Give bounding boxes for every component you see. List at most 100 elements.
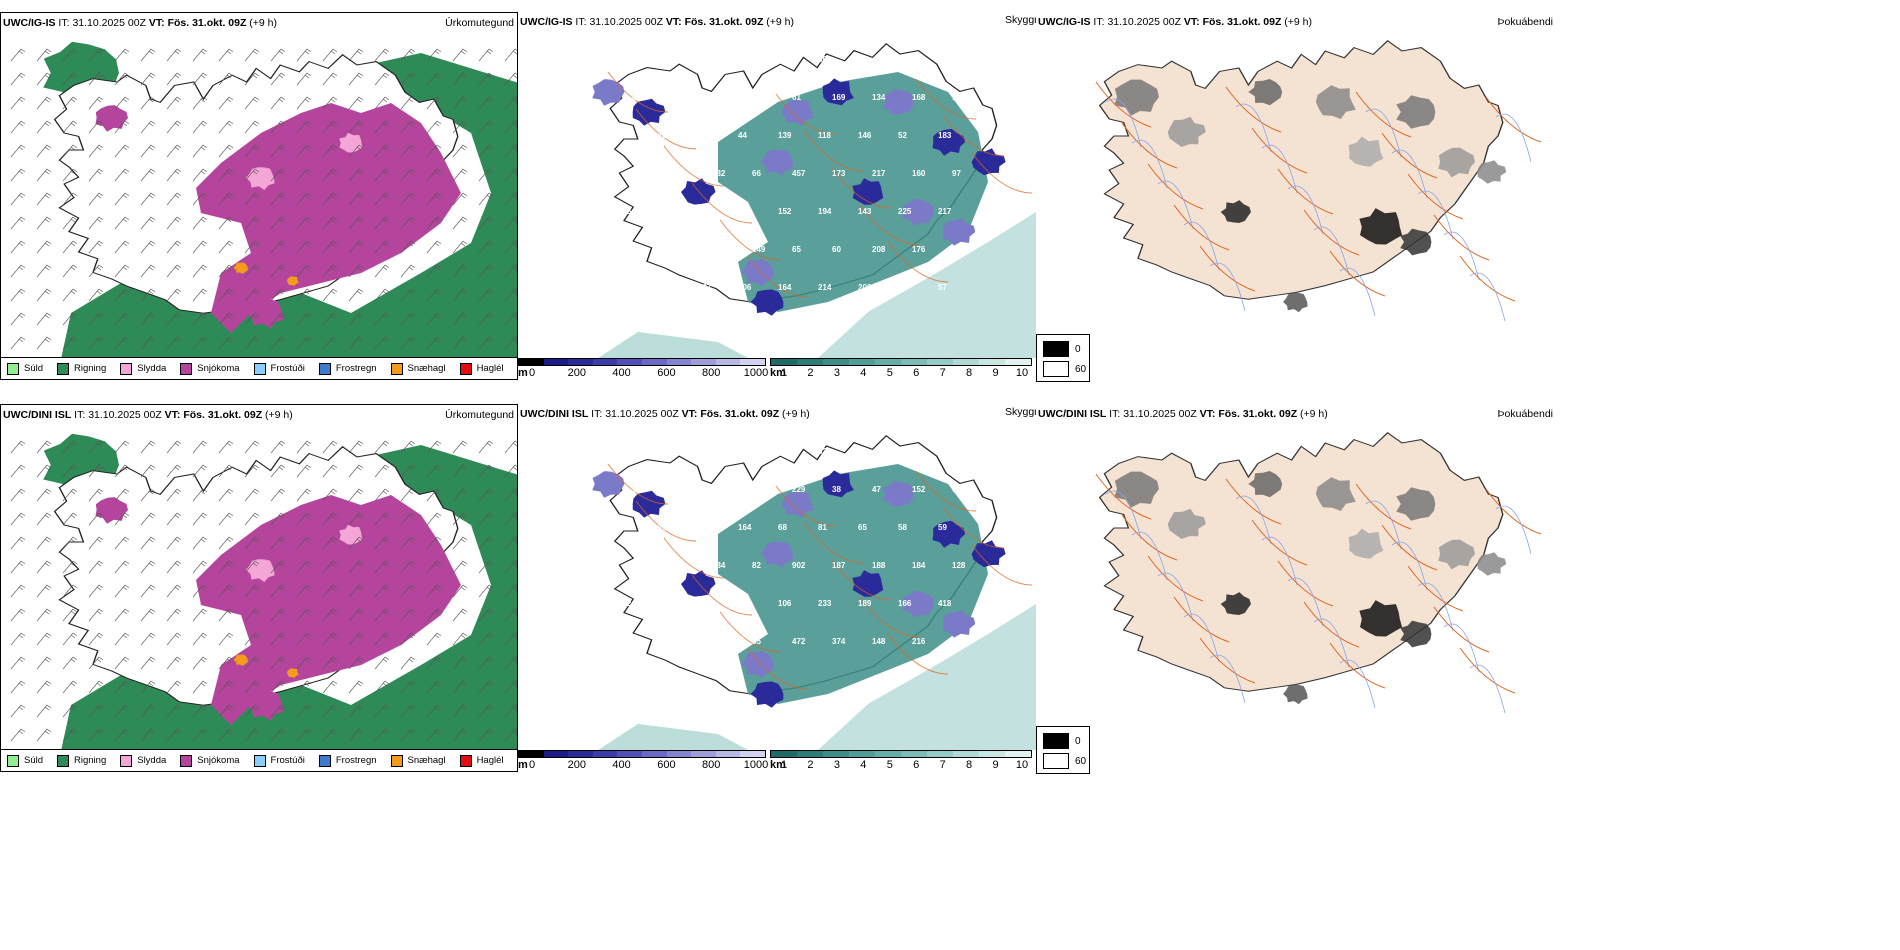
road [1355,91,1412,138]
wind-barb [36,312,52,326]
wind-barb [140,192,156,206]
wind-barb [348,440,364,454]
sleet-area [245,559,275,582]
ice-pellet-area [286,668,299,679]
wind-barb [218,704,234,718]
wind-barb [140,240,156,254]
road [1303,601,1360,648]
wind-barb [374,680,390,694]
wind-barb [270,728,286,742]
wind-barb [400,608,416,622]
river [1157,572,1194,622]
wind-barb [62,680,78,694]
colorbar-segment [823,359,849,365]
precip-legend-item: Slydda [120,754,166,767]
cloud-base-label: 89 [712,485,721,494]
road [1173,204,1230,251]
wind-barb [426,72,442,86]
colorbar-tick-label: 2 [807,367,814,379]
wind-barb [296,264,312,278]
wind-barb [322,288,338,302]
low-cloud-base-area [760,149,794,176]
wind-barb [478,680,494,694]
wind-barb [166,144,182,158]
cloud-base-label: 103 [938,55,952,64]
wind-barb [478,608,494,622]
wind-barb [322,584,338,598]
wind-barb [114,440,130,454]
road [1173,596,1230,643]
wind-barb [192,464,208,478]
wind-barb [36,120,52,134]
wind-barb [270,704,286,718]
wind-barb [88,464,104,478]
cloud-base-label: 68 [698,447,707,456]
cloud-base-label: 113 [778,447,791,456]
wind-barb [36,632,52,646]
wind-barb [400,48,416,62]
cloud-base-label: 118 [818,131,831,140]
cloud-base-label: 524 [698,523,712,532]
wind-barb [322,168,338,182]
wind-barb [192,536,208,550]
wind-barb [62,72,78,86]
wind-barb [504,680,517,694]
wind-barb [166,464,182,478]
colorbar-segment [641,359,667,365]
colorbar-segment [849,751,875,757]
road [1251,127,1308,174]
cloud-base-label: 188 [872,561,886,570]
wind-barb [270,488,286,502]
wind-barb [244,312,260,326]
fog-legend-row2: 0 60 [1036,726,1090,774]
colorbar-tick-label: 5 [886,367,893,379]
wind-barb [244,144,260,158]
colorbar-segment [979,359,1005,365]
wind-barb [374,336,390,350]
cloud-base-label: 65 [792,245,801,254]
road [1485,96,1542,143]
river [1313,226,1350,276]
wind-barb [478,168,494,182]
legend-swatch [318,754,331,767]
colorbar-segment [543,751,569,757]
wind-barb [504,440,517,454]
wind-barb [452,48,468,62]
colorbar-segment [771,359,797,365]
wind-barb [244,464,260,478]
cloud-base-label: 216 [912,637,926,646]
legend-label: Snæhagl [407,755,446,766]
wind-barb [166,536,182,550]
wind-barb [426,560,442,574]
wind-barb [114,656,130,670]
cloud-base-label: 226 [952,637,966,646]
snow-area [196,103,461,333]
wind-barb [114,536,130,550]
low-cloud-base-area [882,480,914,508]
wind-barb [62,168,78,182]
cloud-base-colorbar-row2: m 0 200 400 600 800 1000 [518,750,768,772]
wind-barb [192,488,208,502]
fog-indicator-area [1359,208,1403,245]
road [663,145,725,187]
wind-barb [62,216,78,230]
wind-barb [244,336,260,350]
wind-barb [400,464,416,478]
fog-map-row2 [1036,404,1556,772]
road [747,648,809,690]
fog-indicator-area [1348,136,1384,167]
road [607,71,669,113]
cloud-base-label: 97 [952,169,961,178]
road [831,559,893,601]
colorbar-tick-label: 2 [807,759,814,771]
wind-barb [400,584,416,598]
cloud-base-label: 64 [778,55,787,64]
wind-barb [218,488,234,502]
wind-barb [322,216,338,230]
wind-barb [478,144,494,158]
legend-label: Frostregn [335,755,377,766]
wind-barb [114,312,130,326]
wind-barb [140,704,156,718]
wind-barb [478,440,494,454]
cloud-base-label: 225 [898,207,912,216]
